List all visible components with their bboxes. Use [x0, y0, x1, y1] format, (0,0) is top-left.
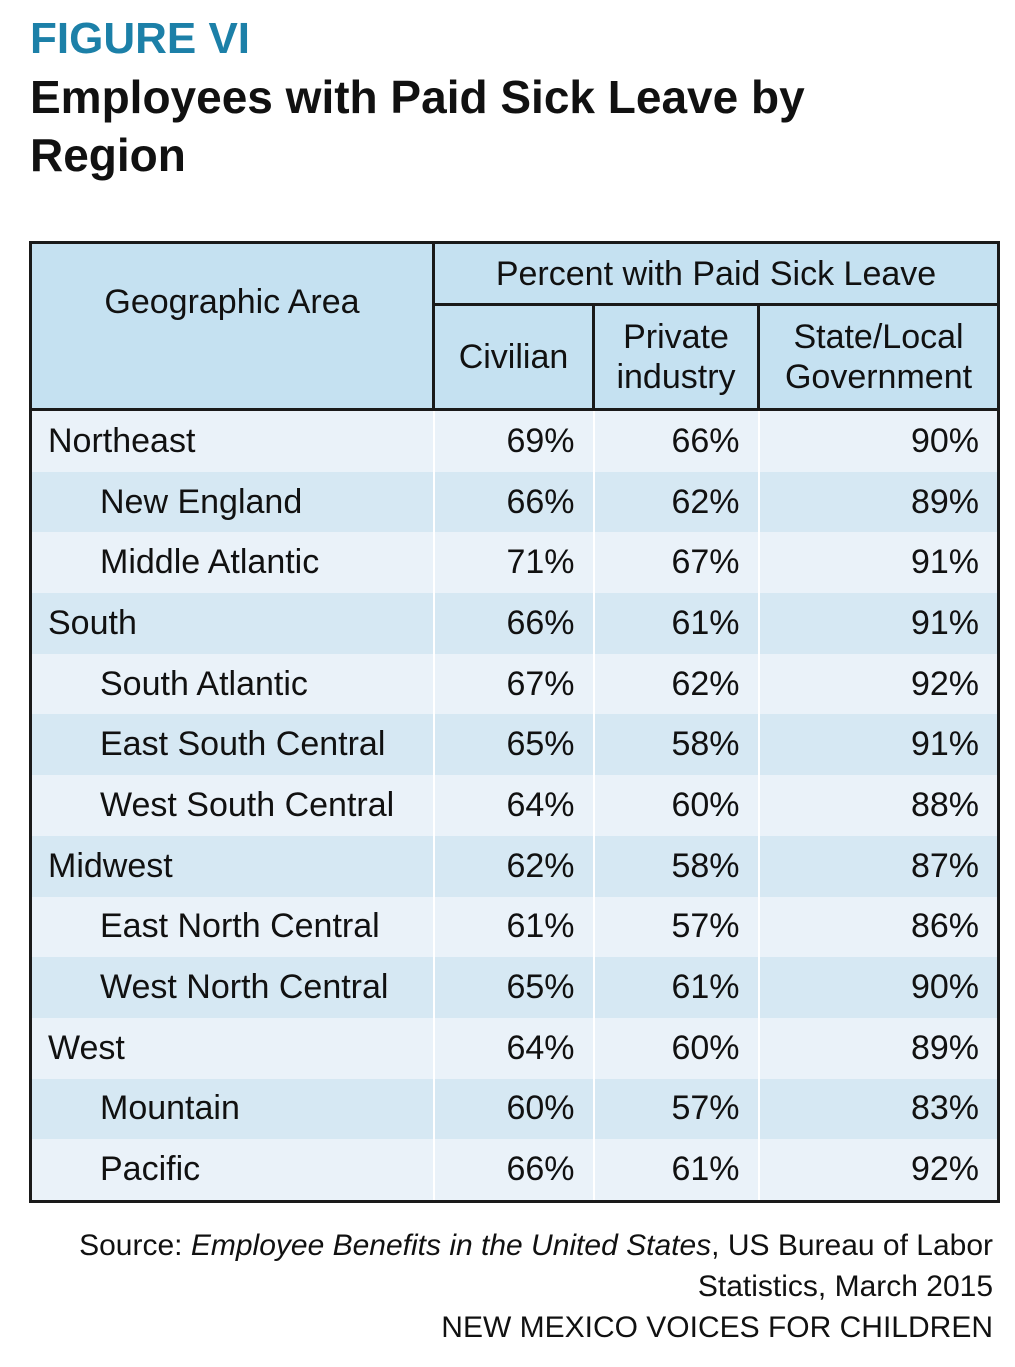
division-name: Middle Atlantic [29, 532, 435, 594]
title: Employees with Paid Sick Leave by Region [30, 71, 805, 181]
area-header: Geographic Area [29, 241, 435, 411]
table-row: New England 66% 62% 89% [29, 471, 1000, 533]
region-name: West [29, 1017, 435, 1079]
cell-value: 89% [757, 471, 1000, 533]
cell-value: 66% [432, 471, 595, 533]
cell-value: 61% [432, 896, 595, 958]
source-title: Employee Benefits in the United States [190, 1229, 712, 1262]
figure-label: FIGURE VI [30, 14, 251, 63]
region-name: Midwest [29, 835, 435, 897]
cell-value: 92% [757, 1139, 1000, 1202]
table-row: Pacific 66% 61% 92% [29, 1139, 1000, 1202]
cell-value: 64% [432, 775, 595, 836]
division-name: South Atlantic [29, 653, 435, 715]
division-name: Mountain [29, 1078, 435, 1140]
cell-value: 64% [432, 1017, 595, 1079]
column-header: Private industry [592, 303, 760, 411]
table-row: Middle Atlantic 71% 67% 91% [29, 532, 1000, 594]
cell-value: 66% [592, 409, 760, 472]
cell-value: 58% [592, 714, 760, 776]
column-header: State/Local Government [756, 303, 1001, 411]
cell-value: 86% [757, 896, 1000, 958]
division-name: Pacific [29, 1139, 435, 1202]
cell-value: 66% [432, 1139, 595, 1202]
header-row: Civilian Private industry State/Local Go… [31, 303, 1001, 411]
division-name: New England [29, 471, 435, 533]
division-name: West North Central [29, 957, 435, 1018]
cell-value: 61% [592, 1139, 760, 1202]
table-row: South Atlantic 67% 62% 92% [29, 653, 1000, 715]
division-name: West South Central [29, 775, 435, 836]
cell-value: 61% [592, 593, 760, 654]
cell-value: 87% [757, 835, 1000, 897]
cell-value: 58% [592, 835, 760, 897]
table-row: West North Central 65% 61% 90% [29, 957, 1000, 1018]
table-row: Midwest 62% 58% 87% [29, 835, 1000, 897]
region-name: South [29, 593, 435, 654]
cell-value: 89% [757, 1017, 1000, 1079]
cell-value: 69% [432, 409, 595, 472]
table-row: Northeast 69% 66% 90% [29, 409, 1000, 472]
division-name: East North Central [29, 896, 435, 958]
cell-value: 62% [432, 835, 595, 897]
table-head: Geographic Area Percent with Paid Sick L… [29, 241, 1001, 411]
region-name: Northeast [29, 409, 435, 472]
table: Geographic Area Percent with Paid Sick L… [29, 241, 1001, 1203]
cell-value: 92% [757, 653, 1000, 715]
cell-value: 65% [432, 957, 595, 1018]
source-rest: , US Bureau of Labor Statistics, March 2… [697, 1229, 993, 1303]
cell-value: 60% [432, 1078, 595, 1140]
header-row: Geographic Area Percent with Paid Sick L… [29, 241, 1001, 411]
group-header: Percent with Paid Sick Leave [431, 241, 1001, 306]
cell-value: 91% [757, 593, 1000, 654]
table-row: East North Central 61% 57% 86% [29, 896, 1000, 958]
table-row: South 66% 61% 91% [29, 593, 1000, 654]
source: Source: Employee Benefits in the United … [73, 1225, 993, 1348]
cell-value: 71% [432, 532, 595, 594]
cell-value: 60% [592, 775, 760, 836]
source-prefix: Source: [79, 1229, 183, 1262]
cell-value: 83% [757, 1078, 1000, 1140]
cell-value: 91% [757, 714, 1000, 776]
cell-value: 66% [432, 593, 595, 654]
column-header: Civilian [432, 303, 595, 411]
cell-value: 91% [757, 532, 1000, 594]
cell-value: 90% [757, 957, 1000, 1018]
cell-value: 90% [757, 409, 1000, 472]
division-name: East South Central [29, 714, 435, 776]
table-row: East South Central 65% 58% 91% [29, 714, 1000, 776]
table-row: Mountain 60% 57% 83% [29, 1078, 1000, 1140]
cell-value: 61% [592, 957, 760, 1018]
cell-value: 65% [432, 714, 595, 776]
table-row: West 64% 60% 89% [29, 1017, 1000, 1079]
cell-value: 67% [432, 653, 595, 715]
cell-value: 57% [592, 1078, 760, 1140]
cell-value: 62% [592, 471, 760, 533]
cell-value: 60% [592, 1017, 760, 1079]
cell-value: 57% [592, 896, 760, 958]
cell-value: 62% [592, 653, 760, 715]
table-row: West South Central 64% 60% 88% [29, 775, 1000, 836]
table-body: Northeast 69% 66% 90% New England 66% 62% 89% Mi… [29, 409, 1000, 1202]
organization: NEW MEXICO VOICES FOR CHILDREN [441, 1311, 993, 1344]
cell-value: 88% [757, 775, 1000, 836]
cell-value: 67% [592, 532, 760, 594]
